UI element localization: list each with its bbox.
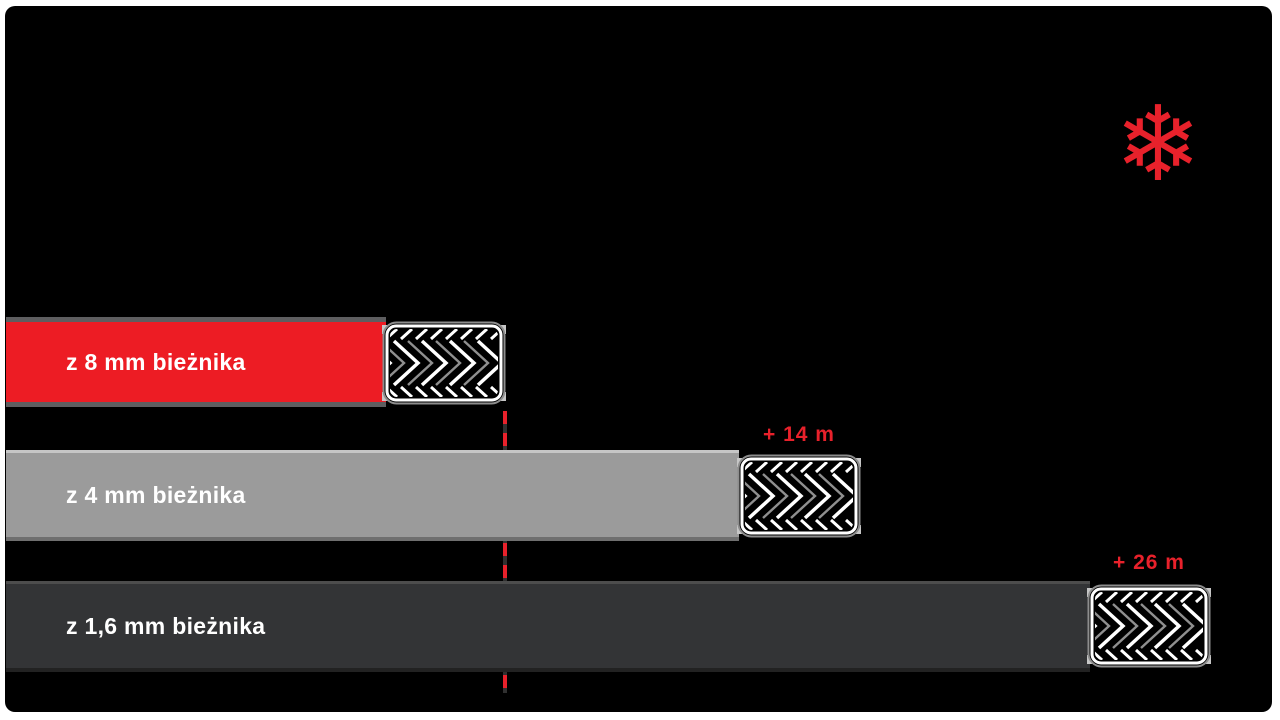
bar-8mm: z 8 mm bieżnika [6,317,386,407]
tire-tread-icon [737,454,861,538]
bar-1-6mm-label: z 1,6 mm bieżnika [66,612,266,639]
bar-8mm-label: z 8 mm bieżnika [66,348,246,375]
bar-4mm-label: z 4 mm bieżnika [66,481,246,508]
braking-reference-line [503,411,507,693]
bar-1-6mm: z 1,6 mm bieżnika [6,581,1090,672]
extra-distance-label-1-6mm: + 26 m [1113,551,1185,574]
tire-tread-icon [382,321,506,405]
extra-distance-label-4mm: + 14 m [763,423,835,446]
tire-tread-icon [1087,584,1211,668]
snowflake-icon: ❄ [1114,83,1202,205]
bar-4mm: z 4 mm bieżnika [6,450,739,541]
